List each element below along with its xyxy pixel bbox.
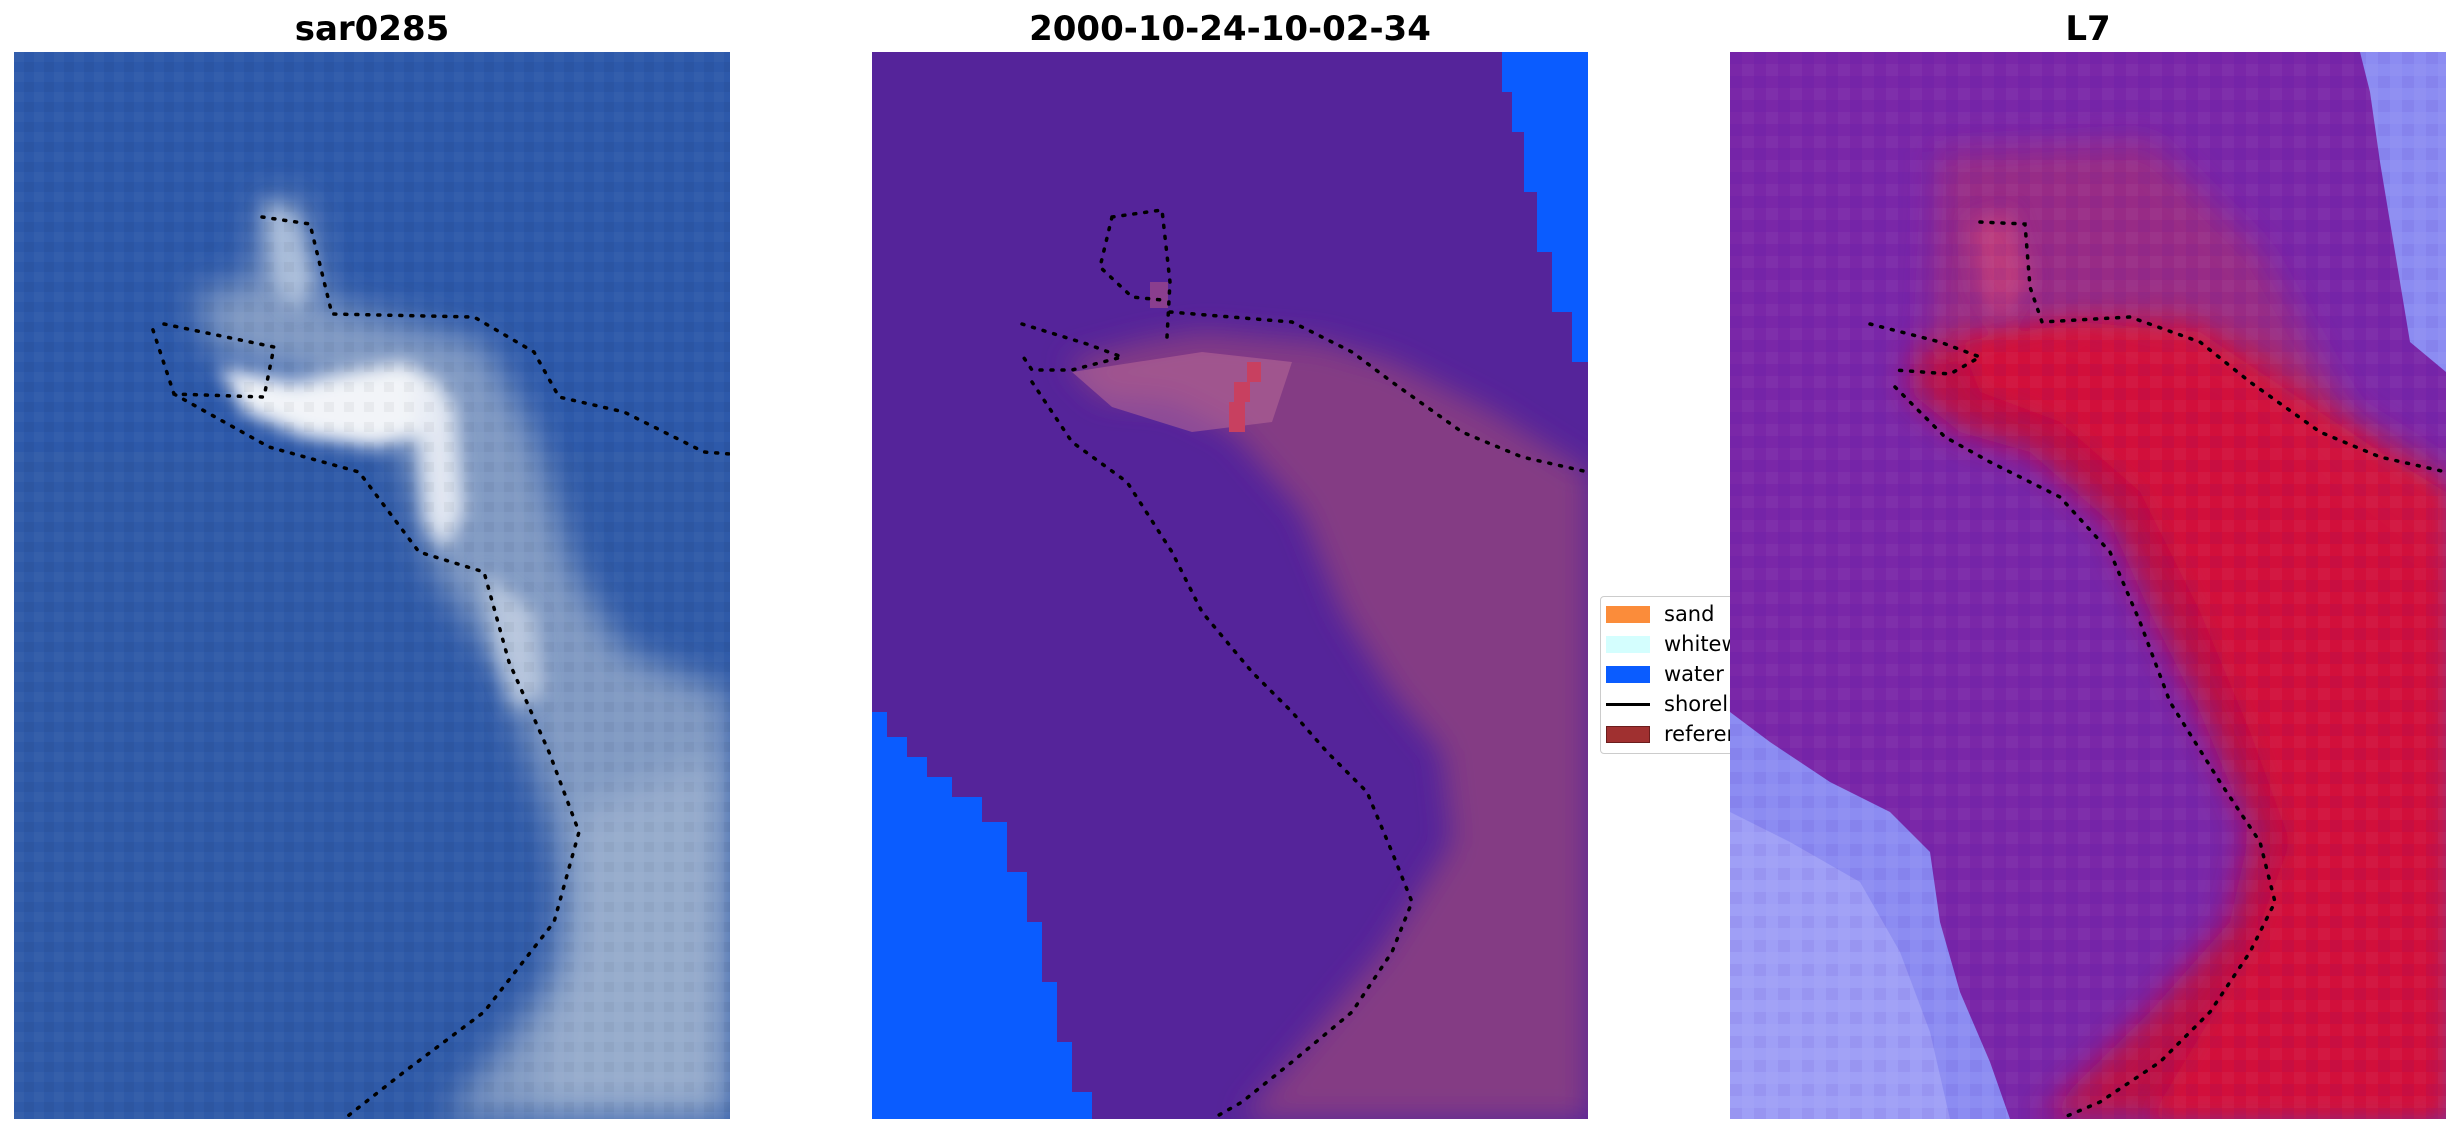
sand-swatch: [1606, 605, 1650, 623]
legend-item-sand: sand: [1606, 602, 1714, 626]
water-swatch: [1606, 665, 1650, 683]
panel-title-index: L7: [2065, 9, 2111, 49]
classified-image: [872, 52, 1588, 1119]
reference-shoreline-swatch: [1606, 725, 1650, 743]
legend-label: sand: [1664, 602, 1715, 626]
panel-title-classified: 2000-10-24-10-02-34: [1029, 9, 1431, 49]
shoreline-trace: [150, 215, 730, 1119]
classified-image-panel: [872, 52, 1588, 1119]
legend-label: water: [1664, 662, 1724, 686]
index-image-panel: [1730, 52, 2446, 1119]
index-image: [1730, 52, 2446, 1119]
legend-item-shoreline: shoreline: [1606, 692, 1739, 716]
panel-title-rgb: sar0285: [294, 9, 450, 49]
legend-item-reference-shoreline: reference shoreline: [1606, 722, 1739, 746]
legend-label: shoreline: [1664, 692, 1739, 716]
rgb-satellite-image: [14, 52, 730, 1119]
legend-item-water: water: [1606, 662, 1724, 686]
rgb-image-panel: [14, 52, 730, 1119]
shoreline-trace: [1018, 208, 1588, 1119]
legend-label: reference shoreline: [1664, 722, 1739, 746]
shoreline-trace: [1868, 220, 2446, 1119]
shoreline-swatch: [1606, 702, 1650, 706]
whitewater-swatch: [1606, 635, 1650, 653]
